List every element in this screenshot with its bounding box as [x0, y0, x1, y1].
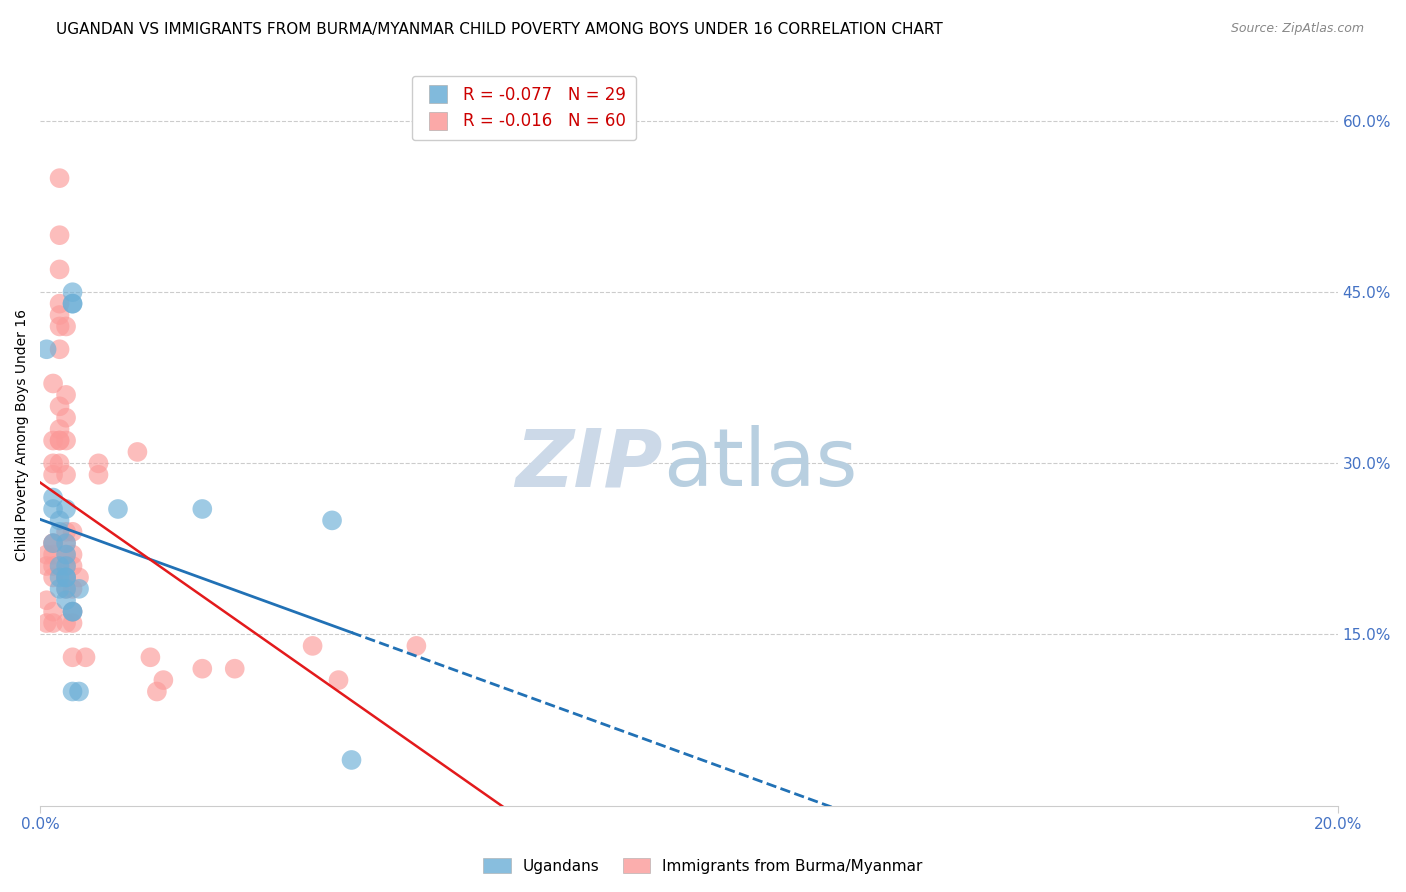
Point — [55, 570, 77, 584]
Point — [42, 605, 65, 619]
Text: atlas: atlas — [662, 425, 858, 503]
Point — [35, 616, 58, 631]
Point — [55, 502, 77, 516]
Point — [62, 285, 84, 300]
Point — [62, 548, 84, 562]
Point — [48, 434, 70, 448]
Point — [301, 639, 323, 653]
Point — [48, 456, 70, 470]
Point — [328, 673, 350, 687]
Point — [55, 319, 77, 334]
Point — [340, 753, 363, 767]
Point — [42, 616, 65, 631]
Point — [48, 434, 70, 448]
Point — [55, 559, 77, 574]
Point — [42, 536, 65, 550]
Point — [42, 536, 65, 550]
Legend: R = -0.077   N = 29, R = -0.016   N = 60: R = -0.077 N = 29, R = -0.016 N = 60 — [412, 76, 637, 140]
Point — [48, 343, 70, 357]
Point — [75, 650, 97, 665]
Point — [62, 605, 84, 619]
Point — [48, 559, 70, 574]
Text: Source: ZipAtlas.com: Source: ZipAtlas.com — [1230, 22, 1364, 36]
Point — [48, 262, 70, 277]
Point — [55, 570, 77, 584]
Point — [42, 548, 65, 562]
Point — [62, 524, 84, 539]
Point — [127, 445, 149, 459]
Point — [224, 662, 246, 676]
Point — [48, 319, 70, 334]
Point — [42, 376, 65, 391]
Point — [62, 296, 84, 310]
Point — [55, 559, 77, 574]
Point — [405, 639, 427, 653]
Point — [42, 559, 65, 574]
Point — [48, 524, 70, 539]
Point — [48, 308, 70, 322]
Point — [42, 536, 65, 550]
Point — [139, 650, 162, 665]
Point — [55, 434, 77, 448]
Point — [55, 582, 77, 596]
Point — [42, 502, 65, 516]
Point — [42, 491, 65, 505]
Point — [48, 228, 70, 243]
Point — [62, 605, 84, 619]
Point — [42, 570, 65, 584]
Point — [67, 582, 90, 596]
Point — [87, 456, 110, 470]
Point — [42, 467, 65, 482]
Point — [62, 605, 84, 619]
Point — [55, 548, 77, 562]
Point — [62, 296, 84, 310]
Point — [55, 410, 77, 425]
Point — [35, 548, 58, 562]
Point — [87, 467, 110, 482]
Point — [62, 559, 84, 574]
Point — [321, 513, 343, 527]
Point — [55, 582, 77, 596]
Legend: Ugandans, Immigrants from Burma/Myanmar: Ugandans, Immigrants from Burma/Myanmar — [477, 852, 929, 880]
Point — [42, 456, 65, 470]
Point — [55, 548, 77, 562]
Point — [48, 582, 70, 596]
Text: ZIP: ZIP — [516, 425, 662, 503]
Point — [67, 684, 90, 698]
Point — [48, 513, 70, 527]
Point — [48, 570, 70, 584]
Point — [152, 673, 174, 687]
Point — [62, 650, 84, 665]
Point — [55, 467, 77, 482]
Point — [35, 593, 58, 607]
Point — [48, 296, 70, 310]
Point — [35, 343, 58, 357]
Point — [107, 502, 129, 516]
Point — [62, 616, 84, 631]
Point — [55, 616, 77, 631]
Point — [62, 684, 84, 698]
Point — [191, 502, 214, 516]
Point — [55, 388, 77, 402]
Point — [67, 570, 90, 584]
Point — [48, 171, 70, 186]
Point — [42, 434, 65, 448]
Point — [55, 593, 77, 607]
Point — [62, 582, 84, 596]
Point — [48, 400, 70, 414]
Point — [55, 570, 77, 584]
Point — [146, 684, 169, 698]
Point — [35, 559, 58, 574]
Point — [55, 524, 77, 539]
Point — [55, 536, 77, 550]
Point — [55, 570, 77, 584]
Text: UGANDAN VS IMMIGRANTS FROM BURMA/MYANMAR CHILD POVERTY AMONG BOYS UNDER 16 CORRE: UGANDAN VS IMMIGRANTS FROM BURMA/MYANMAR… — [56, 22, 943, 37]
Point — [191, 662, 214, 676]
Point — [48, 422, 70, 436]
Point — [55, 536, 77, 550]
Y-axis label: Child Poverty Among Boys Under 16: Child Poverty Among Boys Under 16 — [15, 309, 30, 561]
